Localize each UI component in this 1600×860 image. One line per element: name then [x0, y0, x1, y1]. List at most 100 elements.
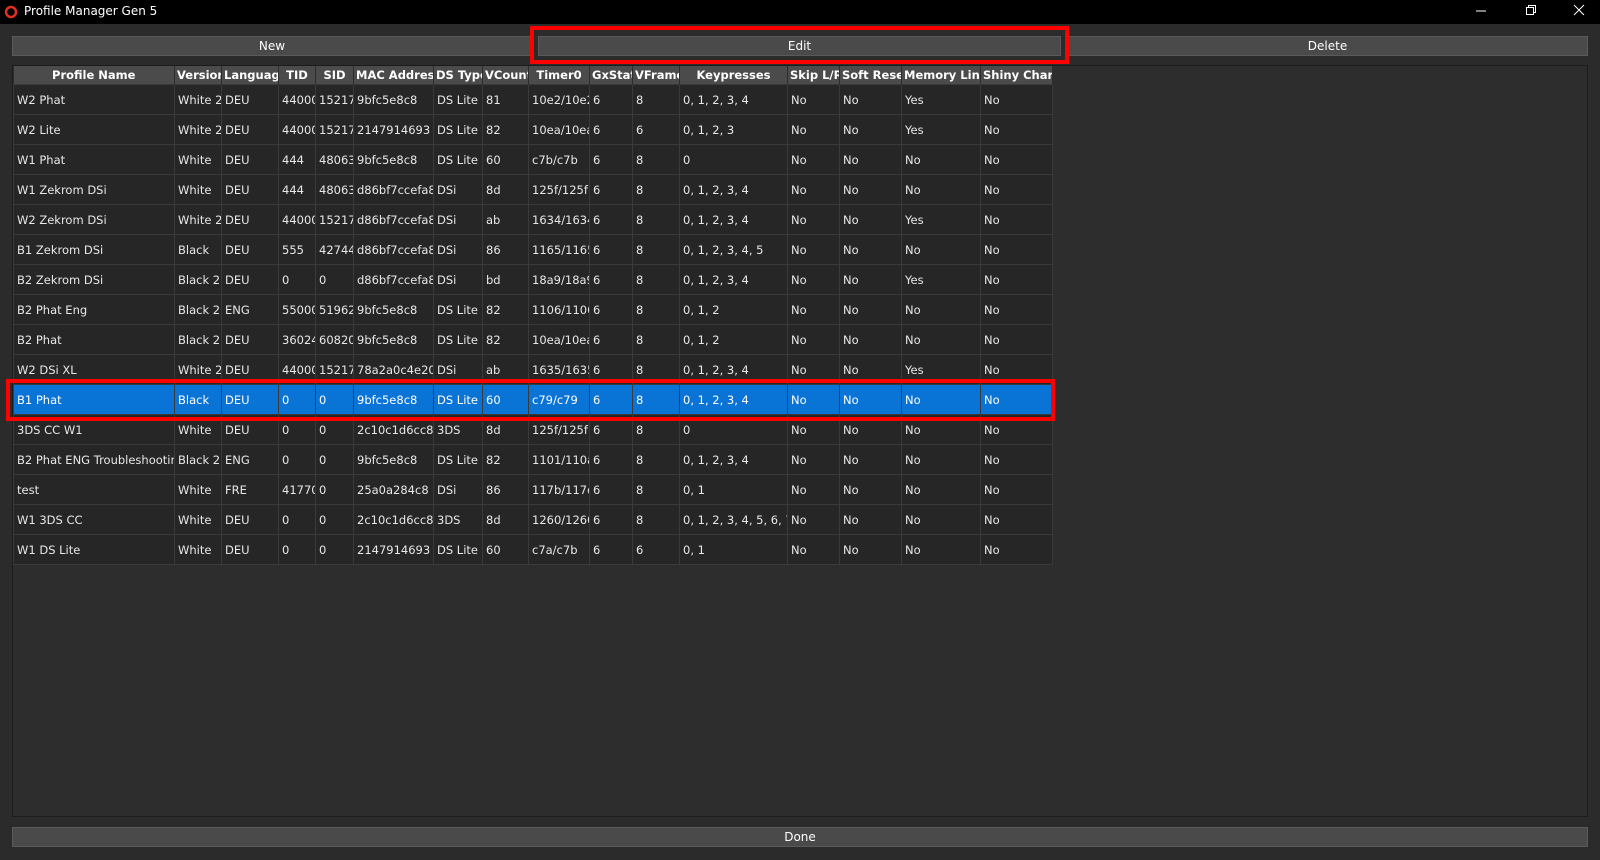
- cell: 0, 1, 2, 3, 4: [679, 174, 788, 205]
- profile-row[interactable]: W1 Phat White DEU 444 48063 9bfc5e8c8 DS Lite 6…: [13, 144, 1053, 175]
- cell: 82: [482, 114, 529, 145]
- profile-row[interactable]: W2 DSi XL White 2 DEU 44000 15217 78a2a0c4e20…: [13, 354, 1053, 385]
- column-header[interactable]: TID: [278, 66, 316, 85]
- cell: 0, 1, 2, 3, 4, 5: [679, 234, 788, 265]
- column-header[interactable]: VFrame: [632, 66, 680, 85]
- column-header[interactable]: GxStat: [589, 66, 633, 85]
- cell: No: [839, 174, 902, 205]
- profile-row[interactable]: W2 Phat White 2 DEU 44000 15217 9bfc5e8c8 DS L…: [13, 84, 1053, 115]
- cell: B2 Phat ENG Troubleshooting: [13, 444, 175, 475]
- column-header[interactable]: Timer0: [528, 66, 590, 85]
- column-header[interactable]: Memory Link: [901, 66, 981, 85]
- cell: White: [174, 534, 222, 565]
- cell: No: [980, 204, 1053, 235]
- cell: W1 Zekrom DSi: [13, 174, 175, 205]
- cell: d86bf7ccefa8: [353, 264, 434, 295]
- new-button[interactable]: New: [12, 36, 532, 56]
- cell: 6: [632, 114, 680, 145]
- done-button[interactable]: Done: [12, 827, 1588, 847]
- column-header[interactable]: Version: [174, 66, 222, 85]
- cell: No: [901, 324, 981, 355]
- cell: DEU: [221, 84, 279, 115]
- cell: 48063: [315, 144, 354, 175]
- cell: c7a/c7b: [528, 534, 590, 565]
- cell: ENG: [221, 294, 279, 325]
- column-header[interactable]: VCount: [482, 66, 529, 85]
- edit-button[interactable]: Edit: [538, 36, 1061, 56]
- cell: 2c10c1d6cc81: [353, 504, 434, 535]
- profile-row[interactable]: W2 Zekrom DSi White 2 DEU 44000 15217 d86bf7c…: [13, 204, 1053, 235]
- column-header[interactable]: Soft Reset: [839, 66, 902, 85]
- profile-row[interactable]: B2 Phat Eng Black 2 ENG 55000 51962 9bfc5e8c8…: [13, 294, 1053, 325]
- cell: 0: [315, 504, 354, 535]
- cell: 0, 1: [679, 534, 788, 565]
- column-header[interactable]: DS Type: [433, 66, 483, 85]
- profile-row[interactable]: B1 Zekrom DSi Black DEU 555 42744 d86bf7ccefa…: [13, 234, 1053, 265]
- column-header[interactable]: MAC Address: [353, 66, 434, 85]
- cell: 0: [679, 144, 788, 175]
- cell: No: [980, 294, 1053, 325]
- cell: 41770: [278, 474, 316, 505]
- cell: 8d: [482, 174, 529, 205]
- cell: 42744: [315, 234, 354, 265]
- minimize-button[interactable]: [1474, 3, 1488, 17]
- cell: 8: [632, 324, 680, 355]
- cell: 0: [679, 414, 788, 445]
- profile-row[interactable]: B1 Phat Black DEU 0 0 9bfc5e8c8 DS Lite 60 c79/c…: [13, 384, 1053, 415]
- column-header[interactable]: Shiny Charm: [980, 66, 1053, 85]
- cell: 55000: [278, 294, 316, 325]
- profile-row[interactable]: 3DS CC W1 White DEU 0 0 2c10c1d6cc81 3DS 8d 125f…: [13, 414, 1053, 445]
- cell: White: [174, 504, 222, 535]
- cell: White: [174, 414, 222, 445]
- cell: No: [839, 504, 902, 535]
- profile-row[interactable]: B2 Phat ENG Troubleshooting Black 2 ENG 0 0 9…: [13, 444, 1053, 475]
- cell: DS Lite: [433, 294, 483, 325]
- cell: No: [901, 144, 981, 175]
- cell: 15217: [315, 114, 354, 145]
- cell: No: [901, 234, 981, 265]
- profile-row[interactable]: W1 Zekrom DSi White DEU 444 48063 d86bf7ccefa…: [13, 174, 1053, 205]
- cell: Black 2: [174, 324, 222, 355]
- column-header[interactable]: Profile Name: [13, 66, 175, 85]
- cell: 8: [632, 234, 680, 265]
- profile-table-area: Profile NameVersionLanguageTIDSIDMAC Add…: [12, 65, 1588, 817]
- profile-row[interactable]: W1 3DS CC White DEU 0 0 2c10c1d6cc81 3DS 8d 1260…: [13, 504, 1053, 535]
- cell: 0, 1, 2: [679, 324, 788, 355]
- profile-table: Profile NameVersionLanguageTIDSIDMAC Add…: [13, 66, 1053, 565]
- cell: 51962: [315, 294, 354, 325]
- cell: 555: [278, 234, 316, 265]
- cell: 6: [589, 264, 633, 295]
- profile-row[interactable]: W1 DS Lite White DEU 0 0 2147914693 DS Lite 60 c…: [13, 534, 1053, 565]
- cell: No: [901, 414, 981, 445]
- delete-button[interactable]: Delete: [1067, 36, 1588, 56]
- column-header[interactable]: Keypresses: [679, 66, 788, 85]
- cell: 8: [632, 444, 680, 475]
- cell: No: [980, 144, 1053, 175]
- close-button[interactable]: [1572, 3, 1586, 17]
- cell: 10ea/10ea: [528, 324, 590, 355]
- cell: DEU: [221, 534, 279, 565]
- column-header[interactable]: SID: [315, 66, 354, 85]
- profile-row[interactable]: test White FRE 41770 0 25a0a284c8 DSi 86 117b/11…: [13, 474, 1053, 505]
- profile-row[interactable]: B2 Zekrom DSi Black 2 DEU 0 0 d86bf7ccefa8 DSi…: [13, 264, 1053, 295]
- cell: 6: [589, 294, 633, 325]
- cell: 8d: [482, 414, 529, 445]
- cell: No: [787, 414, 840, 445]
- cell: 0: [315, 444, 354, 475]
- cell: DS Lite: [433, 84, 483, 115]
- column-header[interactable]: Language: [221, 66, 279, 85]
- cell: c7b/c7b: [528, 144, 590, 175]
- cell: 60: [482, 384, 529, 415]
- profile-row[interactable]: W2 Lite White 2 DEU 44000 15217 2147914693 DS …: [13, 114, 1053, 145]
- profile-row[interactable]: B2 Phat Black 2 DEU 36024 60820 9bfc5e8c8 DS L…: [13, 324, 1053, 355]
- cell: 0, 1, 2, 3, 4: [679, 354, 788, 385]
- cell: 1635/1635: [528, 354, 590, 385]
- cell: 8: [632, 174, 680, 205]
- restore-button[interactable]: [1524, 3, 1538, 17]
- cell: 6: [589, 504, 633, 535]
- cell: W2 Phat: [13, 84, 175, 115]
- cell: B1 Zekrom DSi: [13, 234, 175, 265]
- cell: 2147914693: [353, 534, 434, 565]
- cell: 0, 1, 2, 3, 4: [679, 84, 788, 115]
- column-header[interactable]: Skip L/R: [787, 66, 840, 85]
